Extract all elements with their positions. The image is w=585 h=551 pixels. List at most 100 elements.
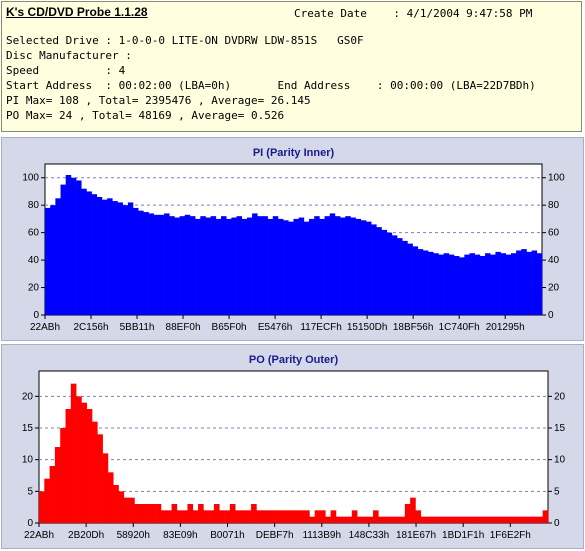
- po-bar: [325, 516, 331, 523]
- po-bar: [426, 516, 432, 523]
- po-bar: [521, 516, 528, 523]
- disc-manufacturer: Disc Manufacturer :: [6, 49, 132, 62]
- po-y-tick-label: 5: [27, 486, 33, 497]
- pi-bar: [386, 232, 393, 315]
- po-bar: [532, 516, 538, 523]
- pi-bar: [205, 217, 211, 315]
- po-y-tick-label: 20: [22, 391, 34, 402]
- po-bar: [187, 504, 194, 523]
- pi-bar: [293, 218, 299, 315]
- pi-bar: [371, 224, 377, 315]
- pi-bar: [133, 207, 139, 315]
- pi-bar: [350, 217, 356, 315]
- po-bar: [367, 516, 374, 523]
- po-bar: [272, 510, 278, 523]
- pi-x-tick-label: 201295h: [486, 322, 525, 333]
- po-bar: [431, 516, 437, 523]
- po-y2-tick-label: 0: [554, 518, 560, 529]
- po-y-tick-label: 15: [22, 423, 34, 434]
- pi-bar: [169, 216, 175, 315]
- po-bar: [468, 516, 475, 523]
- po-bar: [288, 510, 294, 523]
- pi-bar: [76, 180, 82, 315]
- pi-bar: [417, 249, 424, 315]
- pi-bar: [70, 177, 77, 315]
- pi-bar: [319, 218, 325, 315]
- pi-x-tick-label: 1C740Fh: [439, 322, 480, 333]
- pi-bar: [479, 255, 486, 315]
- po-bar: [447, 516, 453, 523]
- po-bar: [526, 516, 533, 523]
- pi-chart-title: PI (Parity Inner): [253, 147, 335, 159]
- po-bar: [373, 510, 379, 523]
- pi-bar: [138, 210, 144, 315]
- pi-bar: [226, 218, 232, 315]
- pi-bar: [210, 216, 217, 315]
- po-bar: [479, 516, 485, 523]
- pi-chart-panel: PI (Parity Inner) 0 0 20 20 40 40 60 60 80 80 100 10…: [1, 137, 584, 341]
- po-bar: [484, 516, 490, 523]
- po-bar: [404, 504, 411, 523]
- po-bar: [277, 510, 284, 523]
- pi-bar: [531, 250, 538, 315]
- po-bar: [229, 504, 236, 523]
- pi-bar: [505, 254, 512, 315]
- po-bar: [171, 504, 178, 523]
- pi-y2-tick-label: 80: [548, 200, 560, 211]
- po-y2-tick-label: 20: [554, 391, 566, 402]
- pi-bar: [516, 250, 522, 315]
- pi-bar: [453, 255, 460, 315]
- pi-bar: [510, 253, 517, 315]
- pi-bar: [158, 214, 165, 315]
- pi-bar: [288, 221, 294, 315]
- pi-bar: [252, 213, 258, 315]
- pi-bar: [443, 253, 450, 315]
- pi-bar: [164, 213, 170, 315]
- pi-bar: [334, 216, 341, 315]
- po-bar: [362, 516, 369, 523]
- po-bar: [92, 421, 98, 523]
- po-x-tick-label: 1F6E2Fh: [490, 530, 531, 541]
- pi-bar: [314, 216, 320, 315]
- po-bar: [102, 453, 109, 523]
- pi-y2-tick-label: 0: [548, 310, 554, 321]
- app-title: K's CD/DVD Probe 1.1.28: [6, 5, 148, 19]
- po-bar: [86, 409, 93, 523]
- po-bar: [357, 516, 363, 523]
- po-bar: [97, 434, 103, 523]
- po-bar: [54, 447, 61, 523]
- po-bar: [510, 516, 517, 523]
- po-bar: [335, 516, 342, 523]
- po-x-tick-label: 1113B9h: [302, 530, 341, 541]
- po-bar: [410, 497, 416, 523]
- pi-bar: [360, 220, 367, 315]
- pi-bar: [459, 257, 465, 315]
- po-bar: [494, 516, 501, 523]
- po-bar: [436, 516, 443, 523]
- pi-bar: [521, 249, 527, 315]
- pi-bar: [298, 217, 305, 315]
- po-bar: [266, 510, 273, 523]
- pi-bar: [189, 216, 196, 315]
- pi-bar: [397, 238, 403, 315]
- po-bar: [282, 510, 289, 523]
- po-bar: [65, 409, 72, 523]
- pi-bar: [391, 235, 398, 315]
- po-bar: [261, 510, 268, 523]
- po-bar: [240, 510, 247, 523]
- pi-y-tick-label: 100: [22, 173, 39, 184]
- address-range: Start Address : 00:02:00 (LBA=0h) End Ad…: [6, 79, 536, 92]
- pi-x-tick-label: 88EF0h: [166, 322, 201, 333]
- po-bar: [134, 504, 141, 523]
- create-date: Create Date : 4/1/2004 9:47:58 PM: [294, 7, 533, 20]
- po-bar: [81, 402, 88, 523]
- pi-bar: [340, 217, 346, 315]
- pi-bar: [122, 205, 129, 315]
- pi-bar: [485, 253, 491, 315]
- po-x-tick-label: 2B20Dh: [68, 530, 104, 541]
- pi-bar: [365, 221, 372, 315]
- po-bar: [182, 510, 188, 523]
- pi-bar: [117, 202, 123, 315]
- pi-bar: [96, 196, 103, 315]
- pi-y2-tick-label: 60: [548, 228, 560, 239]
